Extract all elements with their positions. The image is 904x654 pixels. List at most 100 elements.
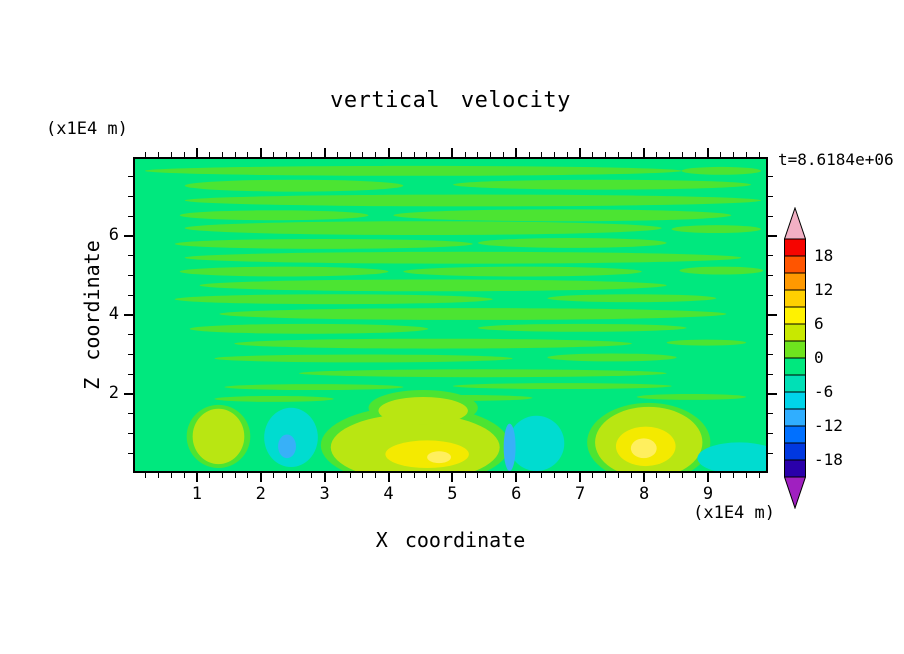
x-tick-label: 4 [383, 484, 394, 504]
tick-mark [413, 473, 415, 478]
tick-mark [490, 473, 492, 478]
tick-mark [720, 152, 722, 157]
tick-mark [768, 413, 773, 415]
tick-mark [234, 152, 236, 157]
x-tick-label: 5 [447, 484, 458, 504]
colorbar-label: -12 [814, 416, 843, 435]
tick-mark [630, 473, 632, 478]
tick-mark [768, 235, 777, 237]
tick-mark [128, 275, 133, 276]
y-tick-label: 2 [108, 383, 119, 403]
tick-mark [768, 373, 773, 375]
colorbar-cell [784, 272, 806, 291]
tick-mark [515, 473, 518, 482]
tick-mark [349, 473, 351, 478]
tick-mark [387, 473, 390, 482]
tick-mark [273, 473, 275, 478]
tick-mark [592, 152, 594, 157]
tick-mark [400, 152, 402, 157]
tick-mark [643, 148, 646, 157]
colorbar-cell [784, 391, 806, 410]
tick-mark [323, 473, 326, 482]
tick-mark [413, 152, 415, 157]
tick-mark [477, 473, 479, 478]
tick-mark [768, 215, 773, 217]
tick-mark [694, 152, 696, 157]
tick-mark [768, 314, 777, 316]
colorbar-cell [784, 459, 806, 478]
tick-mark [209, 473, 211, 478]
tick-mark [768, 334, 773, 336]
tick-mark [362, 473, 364, 478]
tick-mark [247, 473, 249, 478]
colorbar-cell [784, 238, 806, 257]
tick-mark [477, 152, 479, 157]
tick-mark [273, 152, 275, 157]
tick-mark [643, 473, 646, 482]
tick-mark [124, 235, 133, 237]
tick-mark [400, 473, 402, 478]
x-tick-label: 2 [255, 484, 266, 504]
tick-mark [426, 152, 428, 157]
tick-mark [592, 473, 594, 478]
tick-mark [285, 152, 287, 157]
colorbar [784, 207, 806, 509]
tick-mark [375, 473, 377, 478]
tick-mark [336, 473, 338, 478]
tick-mark [768, 354, 773, 355]
tick-mark [464, 473, 466, 478]
tick-mark [579, 148, 582, 157]
tick-mark [464, 152, 466, 157]
plot-area [133, 157, 768, 473]
contour-streak-bands [144, 165, 764, 402]
tick-mark [128, 176, 133, 178]
y-tick-label: 6 [108, 225, 119, 245]
tick-mark [128, 334, 133, 336]
tick-mark [128, 196, 133, 197]
tick-mark [768, 294, 773, 296]
tick-mark [758, 473, 760, 478]
tick-mark [706, 148, 709, 157]
tick-mark [733, 152, 734, 157]
tick-mark [128, 413, 133, 415]
tick-mark [128, 373, 133, 375]
tick-mark [183, 152, 185, 157]
tick-mark [669, 152, 671, 157]
tick-mark [375, 152, 377, 157]
colorbar-under-arrow [784, 476, 806, 509]
x-axis-label: X coordinate [375, 528, 526, 552]
tick-mark [311, 152, 313, 157]
tick-mark [128, 294, 133, 296]
tick-mark [209, 152, 211, 157]
tick-mark [656, 473, 658, 478]
tick-mark [618, 152, 619, 157]
tick-mark [515, 148, 518, 157]
tick-mark [768, 176, 773, 178]
tick-mark [768, 452, 773, 454]
tick-mark [528, 473, 530, 478]
tick-mark [145, 473, 147, 478]
tick-mark [145, 152, 147, 157]
tick-mark [618, 473, 619, 478]
tick-mark [195, 473, 198, 482]
x-tick-label: 7 [575, 484, 586, 504]
tick-mark [336, 152, 338, 157]
tick-mark [170, 473, 172, 478]
tick-mark [439, 152, 441, 157]
y-tick-label: 4 [108, 304, 119, 324]
tick-mark [285, 473, 287, 478]
tick-mark [733, 473, 734, 478]
tick-mark [503, 152, 505, 157]
tick-mark [323, 148, 326, 157]
tick-mark [221, 473, 223, 478]
tick-mark [758, 152, 760, 157]
tick-mark [439, 473, 441, 478]
tick-mark [630, 152, 632, 157]
tick-mark [234, 473, 236, 478]
tick-mark [128, 433, 133, 434]
contour-downdraft-blobs [264, 407, 766, 471]
x-tick-label: 9 [702, 484, 714, 504]
colorbar-label: 6 [814, 314, 824, 333]
tick-mark [311, 473, 313, 478]
